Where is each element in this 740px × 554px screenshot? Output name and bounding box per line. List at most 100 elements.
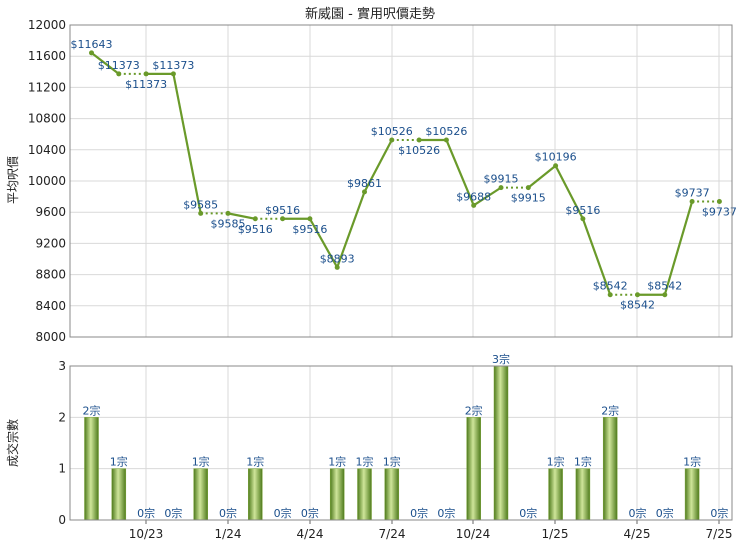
price-data-label: $11373: [98, 59, 140, 72]
price-line-segment: [308, 218, 339, 268]
count-bar: [84, 417, 99, 521]
price-data-label: $9688: [456, 190, 491, 203]
price-data-label: $10526: [371, 125, 413, 138]
price-line-segment: [227, 212, 256, 220]
price-point: [716, 199, 722, 205]
x-tick-label: 1/24: [215, 527, 242, 541]
count-bar: [329, 468, 345, 521]
count-data-label: 0宗: [656, 506, 674, 520]
count-bar: [111, 468, 127, 521]
count-data-label: 2宗: [601, 403, 619, 417]
price-y-tick-label: 9200: [35, 236, 66, 250]
price-y-tick-label: 12000: [28, 18, 66, 32]
chart-title: 新威園 - 實用呎價走勢: [305, 6, 435, 22]
price-point: [198, 210, 204, 216]
price-data-label: $11373: [152, 59, 194, 72]
price-data-label: $8542: [620, 299, 655, 312]
x-tick-label: 4/25: [624, 527, 651, 541]
price-plot-frame: [69, 24, 733, 338]
price-point: [443, 137, 449, 143]
x-tick-label: 4/24: [297, 527, 324, 541]
count-data-label: 1宗: [110, 455, 128, 469]
price-point: [143, 71, 149, 77]
price-line: [90, 51, 720, 296]
count-bar: [575, 468, 591, 521]
price-y-tick-label: 8800: [35, 268, 66, 282]
count-axis-title: 成交宗數: [5, 419, 20, 467]
count-data-label: 2宗: [83, 403, 101, 417]
count-y-tick-label: 1: [58, 462, 66, 476]
count-y-ticks: 0 1 2 3: [58, 359, 66, 527]
count-y-tick-label: 0: [58, 513, 66, 527]
count-data-label: 0宗: [519, 506, 537, 520]
count-data-label: 1宗: [328, 455, 346, 469]
plot-frames: [69, 24, 733, 521]
x-tick-label: 10/23: [129, 527, 164, 541]
price-y-tick-label: 10400: [28, 143, 66, 157]
count-data-label: 1宗: [383, 455, 401, 469]
x-axis-ticks: 10/23 1/24 4/24 7/24 10/24 1/25 4/25 7/25: [129, 520, 732, 541]
price-data-label: $10526: [398, 144, 440, 157]
price-line-segment: [554, 165, 584, 220]
price-point: [362, 189, 367, 195]
price-data-label: $9516: [238, 223, 273, 236]
price-point: [689, 199, 695, 205]
count-data-label: 1宗: [192, 455, 210, 469]
price-point: [498, 185, 504, 191]
price-point: [607, 292, 613, 298]
price-line-segment: [473, 186, 502, 207]
price-axis-title: 平均呎價: [6, 156, 20, 204]
price-data-label: $9737: [702, 206, 737, 219]
count-y-tick-label: 2: [58, 410, 66, 424]
count-bar: [684, 468, 700, 521]
count-data-label: 3宗: [492, 352, 510, 366]
count-bar: [548, 468, 563, 521]
count-bar: [357, 468, 372, 521]
count-bars: [84, 365, 700, 521]
price-data-label: $8893: [320, 252, 355, 265]
price-points: [89, 50, 722, 298]
count-data-label: 1宗: [547, 455, 565, 469]
price-data-label: $9915: [511, 192, 546, 205]
price-point: [416, 137, 422, 143]
price-line-segment: [363, 139, 393, 193]
price-point: [116, 71, 122, 77]
price-line-segment: [172, 73, 202, 214]
price-data-label: $9737: [675, 187, 710, 200]
price-line-segment: [336, 191, 366, 268]
count-bar: [493, 365, 509, 521]
price-point: [280, 216, 286, 222]
price-point: [170, 71, 176, 77]
price-y-tick-label: 11200: [28, 80, 66, 94]
price-y-tick-label: 10800: [28, 112, 66, 126]
price-point: [580, 216, 586, 222]
price-data-label: $9585: [211, 217, 246, 230]
x-tick-label: 10/24: [456, 527, 491, 541]
price-line-segment: [581, 218, 612, 296]
x-tick-label: 7/24: [379, 527, 406, 541]
price-point: [389, 137, 395, 143]
count-data-label: 2宗: [465, 403, 483, 417]
count-grid: [70, 365, 732, 521]
price-point: [89, 50, 94, 56]
price-data-label: $9861: [347, 177, 382, 190]
price-point: [252, 216, 258, 222]
price-y-ticks: 8000 8400 8800 9200 9600 10000 10400 10800 11200…: [28, 18, 66, 344]
x-tick-label: 1/25: [542, 527, 569, 541]
price-data-label: $8542: [593, 280, 628, 293]
price-y-tick-label: 11600: [28, 49, 66, 63]
price-line-segment: [445, 139, 475, 206]
price-data-label: $11373: [125, 78, 167, 91]
price-point: [635, 292, 640, 298]
count-data-label: 0宗: [219, 506, 237, 520]
price-point: [225, 210, 231, 216]
price-line-segment: [663, 201, 694, 296]
price-point: [525, 185, 531, 191]
count-data-label: 1宗: [683, 455, 701, 469]
price-labels: $11643$11373$11373$11373$9585$9585$9516$…: [71, 38, 737, 312]
count-bar: [193, 468, 208, 521]
count-data-label: 0宗: [274, 506, 292, 520]
count-bar: [384, 468, 400, 521]
price-line-segment: [90, 51, 120, 75]
